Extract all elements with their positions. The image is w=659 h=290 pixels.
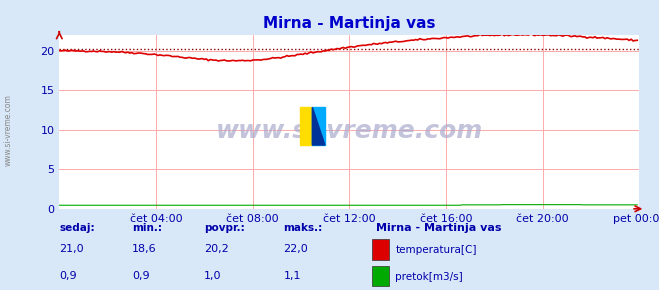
Text: 1,0: 1,0: [204, 271, 222, 281]
Title: Mirna - Martinja vas: Mirna - Martinja vas: [263, 16, 436, 31]
Text: 0,9: 0,9: [132, 271, 150, 281]
Text: sedaj:: sedaj:: [59, 222, 95, 233]
Polygon shape: [312, 107, 325, 145]
Text: pretok[m3/s]: pretok[m3/s]: [395, 272, 463, 282]
Text: Mirna - Martinja vas: Mirna - Martinja vas: [376, 222, 501, 233]
Text: 1,1: 1,1: [283, 271, 301, 281]
Text: 22,0: 22,0: [283, 244, 308, 254]
Text: www.si-vreme.com: www.si-vreme.com: [215, 119, 483, 142]
Text: www.si-vreme.com: www.si-vreme.com: [3, 95, 13, 166]
Text: 21,0: 21,0: [59, 244, 84, 254]
Bar: [372, 266, 389, 287]
Text: povpr.:: povpr.:: [204, 222, 245, 233]
Bar: [300, 107, 312, 145]
Text: min.:: min.:: [132, 222, 162, 233]
Bar: [312, 107, 325, 145]
Text: maks.:: maks.:: [283, 222, 323, 233]
Text: 20,2: 20,2: [204, 244, 229, 254]
Text: 18,6: 18,6: [132, 244, 156, 254]
Text: temperatura[C]: temperatura[C]: [395, 245, 477, 255]
Text: 0,9: 0,9: [59, 271, 77, 281]
Bar: [372, 239, 389, 260]
